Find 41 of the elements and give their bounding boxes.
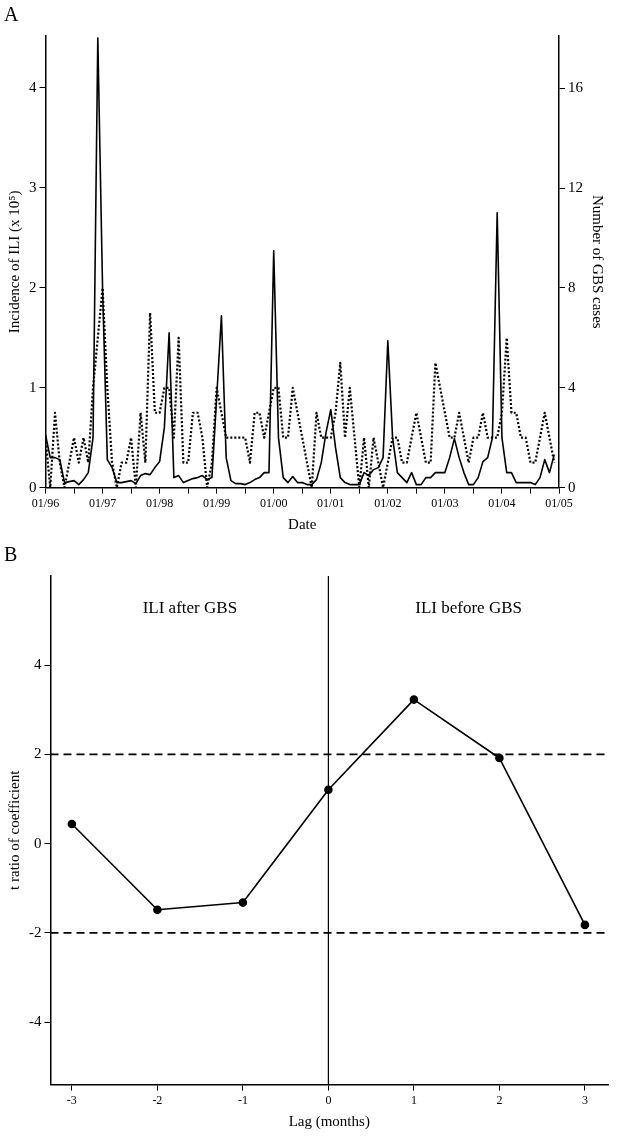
chart-title: A xyxy=(4,3,19,26)
y-tick-label: 3 xyxy=(29,178,37,195)
x-tick-label: 01/01 xyxy=(317,495,345,510)
y2-tick-label: 4 xyxy=(568,378,576,395)
y-tick-label: 4 xyxy=(29,78,37,95)
x-tick-label: 01/05 xyxy=(545,495,573,510)
x-tick-label: -1 xyxy=(237,1092,248,1107)
x-tick-label: 01/00 xyxy=(260,495,288,510)
x-axis-title: Lag (months) xyxy=(288,1112,370,1130)
x-axis-title: Date xyxy=(288,515,317,532)
x-tick-label: 3 xyxy=(581,1092,588,1107)
y-tick-label: 0 xyxy=(34,834,42,851)
y-tick-label: 2 xyxy=(29,278,37,295)
y2-tick-label: 8 xyxy=(568,278,576,295)
x-tick-label: 01/02 xyxy=(374,495,402,510)
y2-tick-label: 12 xyxy=(568,179,583,196)
y2-axis-title: Number of GBS cases xyxy=(590,194,607,329)
y2-tick-label: 0 xyxy=(568,478,576,495)
y-tick-label: 2 xyxy=(34,745,42,762)
chart-title: B xyxy=(4,543,18,566)
x-tick-label: 0 xyxy=(325,1092,332,1107)
x-tick-label: 01/03 xyxy=(431,495,459,510)
y-axis-title: Incidence of ILI (x 10⁵) xyxy=(5,190,23,334)
y2-tick-label: 16 xyxy=(568,79,584,96)
x-tick-label: -2 xyxy=(152,1092,163,1107)
x-tick-label: 2 xyxy=(496,1092,503,1107)
x-tick-label: 01/96 xyxy=(31,495,60,510)
y-tick-label: 1 xyxy=(29,378,37,395)
x-tick-label: 01/97 xyxy=(88,495,117,510)
y-axis-title: t ratio of coefficient xyxy=(5,769,22,890)
y-tick-label: 0 xyxy=(29,478,37,495)
x-tick-label: 01/99 xyxy=(202,495,231,510)
annotation: ILI after GBS xyxy=(142,598,238,618)
x-tick-label: 1 xyxy=(410,1092,417,1107)
y-tick-label: 4 xyxy=(34,656,42,673)
annotation: ILI before GBS xyxy=(415,598,522,618)
x-tick-label: 01/98 xyxy=(145,495,174,510)
y-tick-label: -2 xyxy=(29,923,42,940)
y-tick-label: -4 xyxy=(29,1013,42,1030)
x-tick-label: 01/04 xyxy=(488,495,516,510)
x-tick-label: -3 xyxy=(66,1092,77,1107)
